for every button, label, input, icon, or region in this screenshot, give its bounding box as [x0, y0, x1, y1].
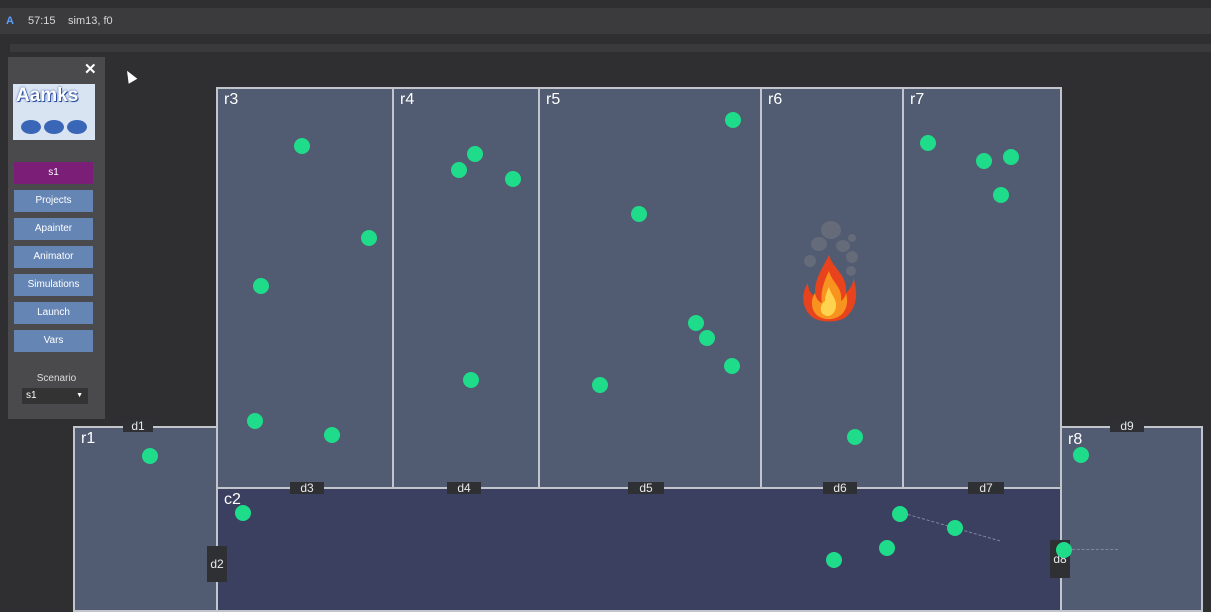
room-label: r6 — [768, 91, 783, 108]
sim-time: 57:15 — [28, 15, 56, 27]
door-d4[interactable]: d4 — [447, 482, 481, 494]
agent[interactable] — [826, 552, 842, 568]
agent[interactable] — [976, 153, 992, 169]
door-d7[interactable]: d7 — [968, 482, 1004, 494]
room-label: r8 — [1068, 431, 1083, 448]
agent[interactable] — [592, 377, 608, 393]
agent[interactable] — [947, 520, 963, 536]
agent[interactable] — [294, 138, 310, 154]
scenario-select[interactable]: s1 ▼ — [22, 388, 88, 404]
agent[interactable] — [920, 135, 936, 151]
logo-text: Aamks — [16, 85, 79, 106]
corridor-c2[interactable]: c2 — [216, 487, 1062, 612]
agent[interactable] — [235, 505, 251, 521]
agent[interactable] — [467, 146, 483, 162]
vars-button[interactable]: Vars — [14, 330, 93, 352]
smoke-icon — [804, 255, 816, 267]
projects-button[interactable]: Projects — [14, 190, 93, 212]
top-bar: A 57:15 sim13, f0 — [0, 8, 1211, 34]
app-icon: A — [6, 15, 14, 27]
smoke-icon — [836, 240, 850, 252]
room-r4[interactable]: r4 — [392, 87, 540, 489]
agent[interactable] — [892, 506, 908, 522]
agent[interactable] — [631, 206, 647, 222]
room-r3[interactable]: r3 — [216, 87, 394, 489]
room-label: r3 — [224, 91, 239, 108]
agent[interactable] — [1003, 149, 1019, 165]
animator-button[interactable]: Animator — [14, 246, 93, 268]
agent[interactable] — [253, 278, 269, 294]
agent[interactable] — [1073, 447, 1089, 463]
room-label: r5 — [546, 91, 561, 108]
room-label: r7 — [910, 91, 925, 108]
chevron-down-icon: ▼ — [76, 392, 83, 399]
agent[interactable] — [699, 330, 715, 346]
door-d9[interactable]: d9 — [1110, 420, 1144, 432]
door-d2[interactable]: d2 — [207, 546, 227, 582]
fire-icon — [803, 255, 857, 322]
launch-button[interactable]: Launch — [14, 302, 93, 324]
aamks-logo: Aamks — [13, 84, 95, 140]
agent[interactable] — [1056, 542, 1072, 558]
room-label: r1 — [81, 430, 96, 447]
smoke-icon — [846, 251, 858, 263]
agent[interactable] — [725, 112, 741, 128]
room-r5[interactable]: r5 — [538, 87, 762, 489]
agent-trail — [1072, 549, 1118, 550]
door-d6[interactable]: d6 — [823, 482, 857, 494]
smoke-icon — [846, 266, 856, 276]
room-label: c2 — [224, 491, 241, 508]
agent[interactable] — [142, 448, 158, 464]
agent[interactable] — [324, 427, 340, 443]
agent[interactable] — [361, 230, 377, 246]
smoke-icon — [811, 237, 827, 251]
scenario-select-value: s1 — [26, 390, 37, 401]
agent[interactable] — [688, 315, 704, 331]
close-icon[interactable]: ✕ — [84, 61, 97, 78]
mouse-cursor-icon — [122, 68, 138, 84]
scenario-label: Scenario — [36, 373, 77, 384]
sim-name: sim13, f0 — [68, 15, 113, 27]
door-d1[interactable]: d1 — [123, 420, 153, 432]
agent[interactable] — [879, 540, 895, 556]
toolbar-strip — [10, 44, 1211, 52]
agent[interactable] — [847, 429, 863, 445]
sidebar-panel: ✕ Aamks s1 Projects Apainter Animator Si… — [8, 57, 105, 419]
apainter-button[interactable]: Apainter — [14, 218, 93, 240]
scenario-s1-button[interactable]: s1 — [14, 162, 93, 184]
door-d3[interactable]: d3 — [290, 482, 324, 494]
door-d5[interactable]: d5 — [628, 482, 664, 494]
smoke-icon — [821, 221, 841, 239]
smoke-icon — [848, 234, 856, 242]
agent[interactable] — [247, 413, 263, 429]
agent[interactable] — [505, 171, 521, 187]
agent[interactable] — [724, 358, 740, 374]
simulations-button[interactable]: Simulations — [14, 274, 93, 296]
agent[interactable] — [463, 372, 479, 388]
agent[interactable] — [993, 187, 1009, 203]
room-label: r4 — [400, 91, 415, 108]
agent[interactable] — [451, 162, 467, 178]
